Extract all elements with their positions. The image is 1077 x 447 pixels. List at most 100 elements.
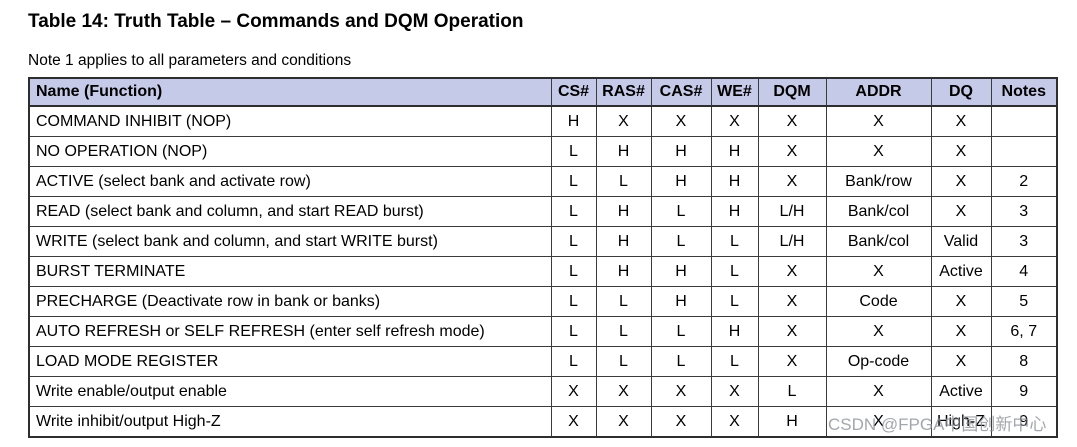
value-cell: X [757,136,827,167]
value-cell: H [595,256,652,287]
command-name-cell: AUTO REFRESH or SELF REFRESH (enter self… [28,316,552,347]
value-cell: H [650,286,712,317]
value-cell: L [757,376,827,407]
value-cell: X [757,256,827,287]
value-cell: L [710,256,759,287]
value-cell: Active [930,376,992,407]
value-cell [990,136,1058,167]
value-cell: High-Z [930,406,992,438]
column-header-dq: DQ [930,77,992,107]
value-cell: L [650,196,712,227]
truth-table-body: COMMAND INHIBIT (NOP) H X X X X X X NO OPERATION… [28,105,1058,438]
column-header-notes: Notes [990,77,1058,107]
value-cell: H [710,166,759,197]
value-cell: H [595,136,652,167]
value-cell: X [757,286,827,317]
value-cell: H [710,136,759,167]
value-cell: L [550,346,597,377]
value-cell: 8 [990,346,1058,377]
column-header-cas: CAS# [650,77,712,107]
value-cell: L [650,226,712,257]
value-cell: L [710,286,759,317]
table-row: PRECHARGE (Deactivate row in bank or ban… [28,286,1058,317]
value-cell: X [550,406,597,438]
value-cell: H [710,316,759,347]
table-row: NO OPERATION (NOP) L H H H X X X [28,136,1058,167]
column-header-name-function: Name (Function) [28,77,552,107]
value-cell: X [825,136,932,167]
command-name-cell: BURST TERMINATE [28,256,552,287]
column-header-cs: CS# [550,77,597,107]
table-row: ACTIVE (select bank and activate row) L L H… [28,166,1058,197]
value-cell: X [825,256,932,287]
value-cell: X [650,406,712,438]
command-name-cell: NO OPERATION (NOP) [28,136,552,167]
table-row: WRITE (select bank and column, and start… [28,226,1058,257]
value-cell: H [595,196,652,227]
value-cell: X [825,105,932,137]
value-cell: Bank/row [825,166,932,197]
value-cell: H [595,226,652,257]
value-cell: L/H [757,226,827,257]
command-name-cell: ACTIVE (select bank and activate row) [28,166,552,197]
value-cell: L [650,346,712,377]
value-cell: X [650,105,712,137]
value-cell: X [930,166,992,197]
value-cell: Bank/col [825,196,932,227]
value-cell: X [650,376,712,407]
value-cell: L [550,316,597,347]
value-cell: H [550,105,597,137]
value-cell: L/H [757,196,827,227]
value-cell: X [825,376,932,407]
value-cell: X [930,316,992,347]
value-cell: Bank/col [825,226,932,257]
value-cell: L [550,256,597,287]
command-name-cell: READ (select bank and column, and start … [28,196,552,227]
value-cell: H [650,166,712,197]
table-row: Write enable/output enable X X X X L X Active 9 [28,376,1058,407]
value-cell: X [757,316,827,347]
value-cell [990,105,1058,137]
value-cell: X [595,376,652,407]
command-name-cell: COMMAND INHIBIT (NOP) [28,105,552,137]
value-cell: 4 [990,256,1058,287]
value-cell: X [757,346,827,377]
value-cell: 5 [990,286,1058,317]
command-name-cell: Write inhibit/output High-Z [28,406,552,438]
value-cell: L [710,226,759,257]
value-cell: L [595,166,652,197]
table-row: AUTO REFRESH or SELF REFRESH (enter self… [28,316,1058,347]
value-cell: L [650,316,712,347]
value-cell: L [595,346,652,377]
table-row: Write inhibit/output High-Z X X X X H X High-Z 9 [28,406,1058,438]
truth-table: Name (Function) CS# RAS# CAS# WE# DQM ADDR DQ No… [28,77,1058,438]
value-cell: H [710,196,759,227]
value-cell: L [550,136,597,167]
table-note: Note 1 applies to all parameters and con… [28,52,352,69]
value-cell: X [710,406,759,438]
value-cell: Op-code [825,346,932,377]
value-cell: L [550,196,597,227]
column-header-ras: RAS# [595,77,652,107]
value-cell: X [710,105,759,137]
value-cell: 3 [990,196,1058,227]
value-cell: X [757,166,827,197]
value-cell: L [595,316,652,347]
value-cell: H [650,256,712,287]
value-cell: X [595,105,652,137]
column-header-addr: ADDR [825,77,932,107]
value-cell: 9 [990,376,1058,407]
value-cell: X [595,406,652,438]
value-cell: X [550,376,597,407]
column-header-we: WE# [710,77,759,107]
value-cell: X [930,346,992,377]
table-row: BURST TERMINATE L H H L X X Active 4 [28,256,1058,287]
value-cell: X [930,286,992,317]
value-cell: L [550,166,597,197]
value-cell: H [757,406,827,438]
command-name-cell: Write enable/output enable [28,376,552,407]
value-cell: X [930,105,992,137]
table-row: READ (select bank and column, and start … [28,196,1058,227]
value-cell: X [930,136,992,167]
